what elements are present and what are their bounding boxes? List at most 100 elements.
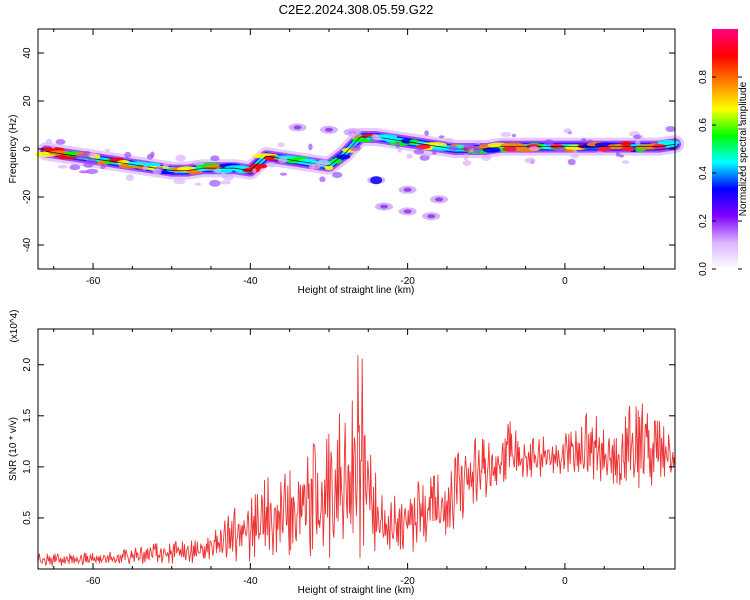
spectrogram-xtick-label: -20 — [400, 276, 415, 287]
spectral-speckle — [397, 147, 402, 153]
spectral-speckle — [633, 134, 642, 139]
spectral-peak — [324, 165, 334, 171]
spectral-speckle — [424, 130, 429, 137]
spectral-contour — [45, 136, 676, 172]
snr-ylabel: SNR (10 * v/v) — [8, 417, 19, 481]
spectral-speckle — [162, 163, 170, 167]
spectrogram-ytick-label: -40 — [22, 237, 33, 252]
snr-line — [37, 355, 676, 567]
spectral-speckle — [556, 147, 567, 152]
spectral-blob — [370, 176, 383, 185]
colorbar-label: Normalized spectral amplitude — [738, 81, 749, 216]
snr-scale-label: (x10^4) — [9, 309, 20, 342]
spectral-speckle — [55, 138, 66, 145]
spectrogram-ytick-label: -20 — [22, 189, 33, 204]
spectral-speckle — [543, 139, 554, 146]
spectral-speckle — [150, 151, 155, 158]
spectral-speckle — [481, 154, 492, 161]
snr-ticks: -60 -40 -20 0 0.5 1.0 1.5 2.0 — [22, 329, 675, 587]
spectrogram-xtick-label: 0 — [562, 276, 568, 287]
spectral-speckle — [311, 163, 321, 170]
spectral-speckle — [142, 165, 148, 171]
spectral-weak-core — [403, 187, 412, 192]
spectrogram-xtick-label: -40 — [243, 276, 258, 287]
spectral-speckle — [572, 149, 578, 155]
spectral-peak — [330, 158, 343, 164]
spectral-speckle — [413, 149, 425, 155]
spectral-speckle — [319, 176, 326, 183]
spectral-speckle — [580, 138, 587, 142]
chart-title: C2E2.2024.308.05.59.G22 — [279, 2, 434, 17]
spectral-speckle — [463, 153, 469, 161]
spectral-speckle — [432, 151, 437, 155]
snr-ytick-label: 1.5 — [22, 408, 33, 422]
spectral-speckle — [220, 172, 227, 178]
spectral-speckle — [349, 144, 361, 152]
spectral-speckle — [615, 151, 620, 157]
spectrogram-xlabel: Height of straight line (km) — [298, 285, 415, 296]
spectral-speckle — [665, 126, 676, 133]
spectral-speckle — [125, 174, 134, 182]
spectral-speckle — [587, 139, 593, 143]
colorbar-tick-label: 0.2 — [698, 214, 709, 228]
spectral-speckle — [635, 140, 641, 145]
spectral-peak-strong — [620, 146, 635, 152]
spectral-weak-core — [324, 127, 333, 132]
spectral-weak-core — [380, 204, 389, 209]
spectral-speckle — [104, 148, 111, 153]
spectral-speckle — [175, 154, 186, 162]
spectral-speckle — [621, 160, 630, 164]
snr-panel: -60 -40 -20 0 0.5 1.0 1.5 2.0 Height of straigh… — [8, 309, 676, 596]
snr-ytick-label: 2.0 — [22, 357, 33, 371]
spectral-weak-core — [403, 209, 412, 214]
spectral-speckle — [331, 171, 343, 179]
spectrogram-frame — [37, 28, 676, 270]
spectral-speckle — [45, 138, 53, 145]
spectrogram-ytick-label: 0 — [22, 146, 33, 152]
spectral-speckle — [192, 160, 205, 166]
spectral-speckle — [595, 151, 604, 155]
spectral-weak-core — [293, 125, 302, 130]
spectral-speckle — [570, 153, 580, 159]
spectral-speckle — [500, 132, 512, 137]
spectral-speckle — [528, 146, 540, 151]
spectral-speckle — [69, 164, 81, 171]
spectral-speckle — [210, 155, 220, 162]
colorbar-tick-label: 0.6 — [698, 118, 709, 132]
snr-series — [37, 355, 676, 567]
spectral-speckle — [567, 158, 576, 166]
spectrogram-ytick-label: 40 — [22, 47, 33, 59]
spectral-speckle — [278, 157, 288, 164]
snr-ytick-label: 0.5 — [22, 511, 33, 525]
spectral-peak — [620, 141, 633, 147]
spectral-speckle — [462, 160, 472, 167]
spectral-speckle — [395, 141, 401, 149]
spectral-peak-strong — [597, 146, 612, 152]
spectral-speckle — [406, 153, 413, 159]
snr-xtick-label: 0 — [562, 576, 568, 587]
spectral-speckle — [100, 163, 106, 170]
spectrogram-ytick-label: 20 — [22, 95, 33, 107]
spectral-speckle — [50, 144, 56, 149]
spectral-speckle — [511, 133, 517, 138]
spectral-speckle — [308, 143, 313, 151]
spectral-weak-core — [435, 197, 444, 202]
snr-xtick-label: -60 — [86, 576, 101, 587]
spectral-peak-strong — [416, 144, 431, 150]
spectral-speckle — [209, 179, 221, 187]
spectrogram-xtick-label: -60 — [86, 276, 101, 287]
spectral-speckle — [348, 128, 360, 135]
spectral-speckle — [88, 152, 98, 159]
spectral-speckle — [618, 154, 624, 158]
spectral-speckle — [173, 178, 186, 185]
spectral-speckle — [438, 135, 445, 139]
spectral-speckle — [252, 168, 257, 174]
spectral-speckle — [124, 151, 132, 159]
spectral-peak — [657, 139, 680, 146]
spectral-peak — [249, 163, 268, 169]
spectral-speckle — [463, 143, 474, 150]
spectral-speckle — [317, 159, 330, 166]
colorbar-tick-label: 0.4 — [698, 166, 709, 180]
snr-frame — [37, 328, 676, 570]
